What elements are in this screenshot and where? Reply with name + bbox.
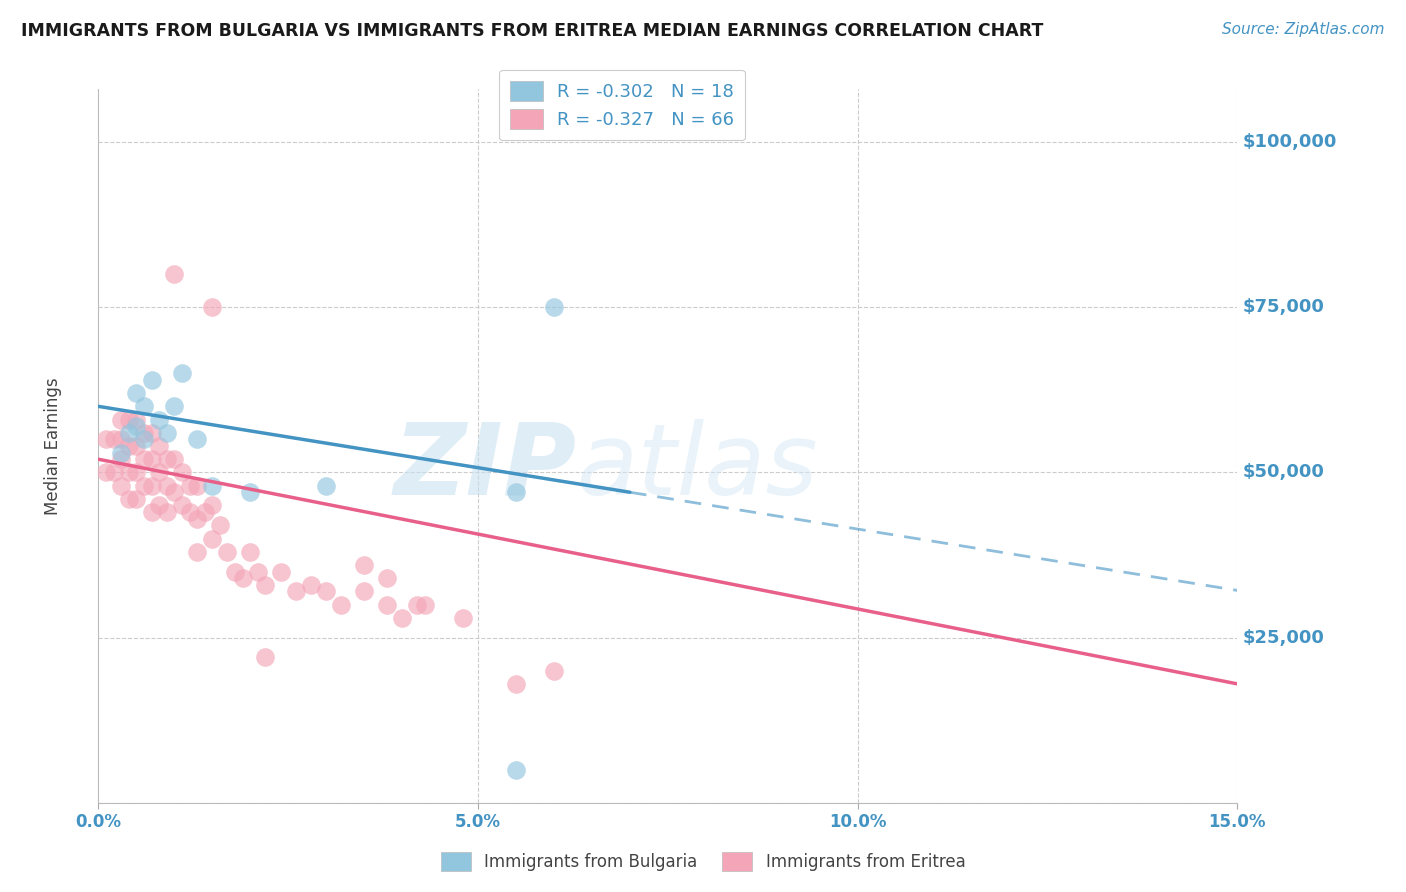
Point <box>118 491 141 506</box>
Point <box>270 565 292 579</box>
Point <box>208 518 231 533</box>
Point <box>141 478 163 492</box>
Point <box>132 452 155 467</box>
Point <box>375 571 398 585</box>
Point <box>170 499 193 513</box>
Point <box>110 478 132 492</box>
Point <box>406 598 429 612</box>
Point <box>148 466 170 480</box>
Point <box>391 611 413 625</box>
Point <box>543 300 565 314</box>
Point <box>186 511 208 525</box>
Point <box>141 425 163 440</box>
Point <box>201 300 224 314</box>
Point <box>163 267 186 281</box>
Point <box>118 439 141 453</box>
Point <box>217 545 239 559</box>
Point <box>170 466 193 480</box>
Point <box>239 485 262 500</box>
Point <box>254 578 277 592</box>
Legend: Immigrants from Bulgaria, Immigrants from Eritrea: Immigrants from Bulgaria, Immigrants fro… <box>432 843 974 880</box>
Point <box>103 466 125 480</box>
Point <box>284 584 307 599</box>
Point <box>110 433 132 447</box>
Point <box>125 466 148 480</box>
Point <box>110 412 132 426</box>
Text: $100,000: $100,000 <box>1243 133 1337 151</box>
Point <box>451 611 474 625</box>
Text: atlas: atlas <box>576 419 818 516</box>
Point <box>186 433 208 447</box>
Point <box>224 565 246 579</box>
Text: $75,000: $75,000 <box>1243 298 1324 317</box>
Point <box>186 478 208 492</box>
Point <box>330 598 353 612</box>
Point <box>125 419 148 434</box>
Point <box>132 425 155 440</box>
Point <box>186 545 208 559</box>
Point <box>125 439 148 453</box>
Point <box>125 491 148 506</box>
Point <box>505 485 527 500</box>
Point <box>103 433 125 447</box>
Point <box>141 373 163 387</box>
Point <box>148 439 170 453</box>
Point <box>118 412 141 426</box>
Point <box>163 485 186 500</box>
Legend: R = -0.302   N = 18, R = -0.327   N = 66: R = -0.302 N = 18, R = -0.327 N = 66 <box>499 70 745 140</box>
Point <box>543 664 565 678</box>
Point <box>156 425 179 440</box>
Point <box>201 499 224 513</box>
Point <box>148 499 170 513</box>
Text: Source: ZipAtlas.com: Source: ZipAtlas.com <box>1222 22 1385 37</box>
Point <box>125 412 148 426</box>
Point <box>505 677 527 691</box>
Point <box>132 400 155 414</box>
Point <box>375 598 398 612</box>
Point <box>132 478 155 492</box>
Text: IMMIGRANTS FROM BULGARIA VS IMMIGRANTS FROM ERITREA MEDIAN EARNINGS CORRELATION : IMMIGRANTS FROM BULGARIA VS IMMIGRANTS F… <box>21 22 1043 40</box>
Point <box>110 452 132 467</box>
Point <box>163 452 186 467</box>
Text: $50,000: $50,000 <box>1243 464 1324 482</box>
Point <box>413 598 436 612</box>
Point <box>118 425 141 440</box>
Point <box>201 532 224 546</box>
Point <box>246 565 269 579</box>
Text: ZIP: ZIP <box>394 419 576 516</box>
Point <box>94 433 117 447</box>
Point <box>148 412 170 426</box>
Point <box>232 571 254 585</box>
Point <box>110 445 132 459</box>
Point <box>156 452 179 467</box>
Text: Median Earnings: Median Earnings <box>44 377 62 515</box>
Point <box>353 558 375 572</box>
Point <box>505 763 527 777</box>
Point <box>156 505 179 519</box>
Point <box>141 505 163 519</box>
Point <box>201 478 224 492</box>
Point <box>118 466 141 480</box>
Point <box>315 478 337 492</box>
Point <box>315 584 337 599</box>
Point <box>179 478 201 492</box>
Point <box>179 505 201 519</box>
Point <box>125 386 148 401</box>
Point <box>239 545 262 559</box>
Point <box>94 466 117 480</box>
Point <box>132 433 155 447</box>
Point <box>254 650 277 665</box>
Point <box>194 505 217 519</box>
Point <box>353 584 375 599</box>
Point <box>299 578 322 592</box>
Point <box>156 478 179 492</box>
Text: $25,000: $25,000 <box>1243 629 1324 647</box>
Point <box>170 367 193 381</box>
Point <box>141 452 163 467</box>
Point <box>163 400 186 414</box>
